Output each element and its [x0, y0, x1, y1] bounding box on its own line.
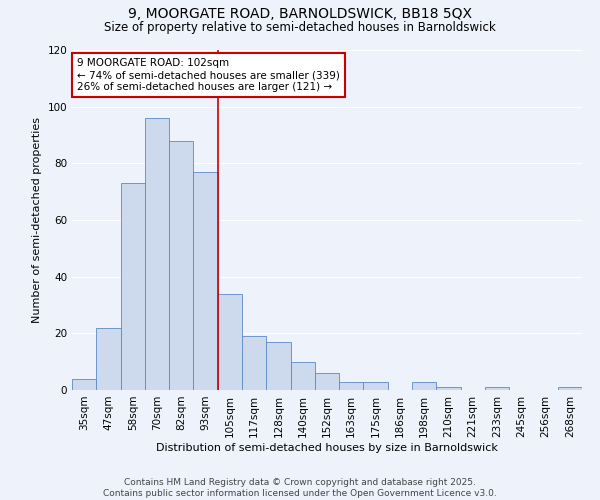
Bar	[436, 387, 461, 390]
Bar	[193, 172, 218, 390]
X-axis label: Distribution of semi-detached houses by size in Barnoldswick: Distribution of semi-detached houses by …	[156, 442, 498, 452]
Bar	[121, 183, 145, 390]
Bar	[315, 373, 339, 390]
Bar	[145, 118, 169, 390]
Bar	[72, 378, 96, 390]
Bar	[485, 387, 509, 390]
Bar	[218, 294, 242, 390]
Text: 9 MOORGATE ROAD: 102sqm
← 74% of semi-detached houses are smaller (339)
26% of s: 9 MOORGATE ROAD: 102sqm ← 74% of semi-de…	[77, 58, 340, 92]
Bar	[290, 362, 315, 390]
Bar	[364, 382, 388, 390]
Bar	[266, 342, 290, 390]
Text: Size of property relative to semi-detached houses in Barnoldswick: Size of property relative to semi-detach…	[104, 21, 496, 34]
Bar	[339, 382, 364, 390]
Bar	[412, 382, 436, 390]
Bar	[558, 387, 582, 390]
Bar	[96, 328, 121, 390]
Y-axis label: Number of semi-detached properties: Number of semi-detached properties	[32, 117, 42, 323]
Text: 9, MOORGATE ROAD, BARNOLDSWICK, BB18 5QX: 9, MOORGATE ROAD, BARNOLDSWICK, BB18 5QX	[128, 8, 472, 22]
Bar	[242, 336, 266, 390]
Bar	[169, 140, 193, 390]
Text: Contains HM Land Registry data © Crown copyright and database right 2025.
Contai: Contains HM Land Registry data © Crown c…	[103, 478, 497, 498]
